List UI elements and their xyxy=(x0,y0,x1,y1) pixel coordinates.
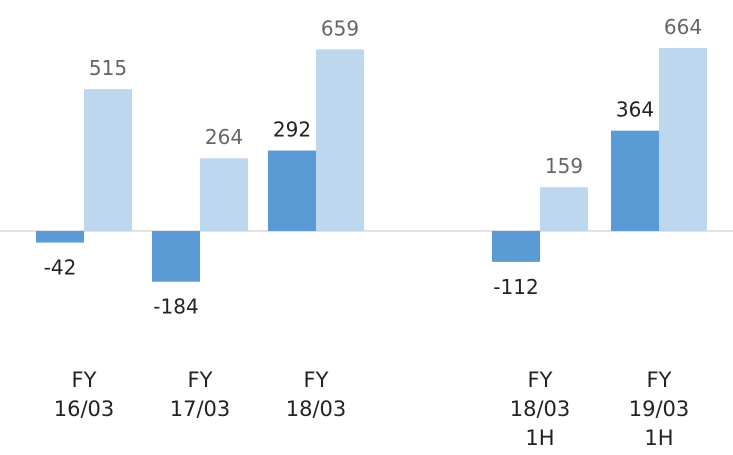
bar xyxy=(611,130,659,231)
value-label: 515 xyxy=(89,56,127,80)
value-label: 664 xyxy=(664,15,702,39)
value-label: 659 xyxy=(321,16,359,40)
bar xyxy=(152,231,200,282)
value-label: 364 xyxy=(616,98,654,122)
x-tick-label: FY 18/03 xyxy=(285,368,347,421)
bar xyxy=(200,158,248,231)
value-label: 159 xyxy=(545,154,583,178)
bar xyxy=(84,89,132,231)
x-tick-label: FY 18/03 1H xyxy=(509,368,571,450)
value-label: -112 xyxy=(493,275,538,299)
bar xyxy=(540,187,588,231)
bar xyxy=(316,49,364,231)
bar xyxy=(36,231,84,243)
bar xyxy=(659,48,707,231)
bar xyxy=(268,150,316,231)
x-tick-label: FY 16/03 xyxy=(53,368,115,421)
value-label: 264 xyxy=(205,125,243,149)
x-tick-label: FY 17/03 xyxy=(169,368,231,421)
x-tick-label: FY 19/03 1H xyxy=(628,368,690,450)
value-label: 292 xyxy=(273,118,311,142)
value-label: -42 xyxy=(44,256,77,280)
bar xyxy=(492,231,540,262)
value-label: -184 xyxy=(153,295,198,319)
